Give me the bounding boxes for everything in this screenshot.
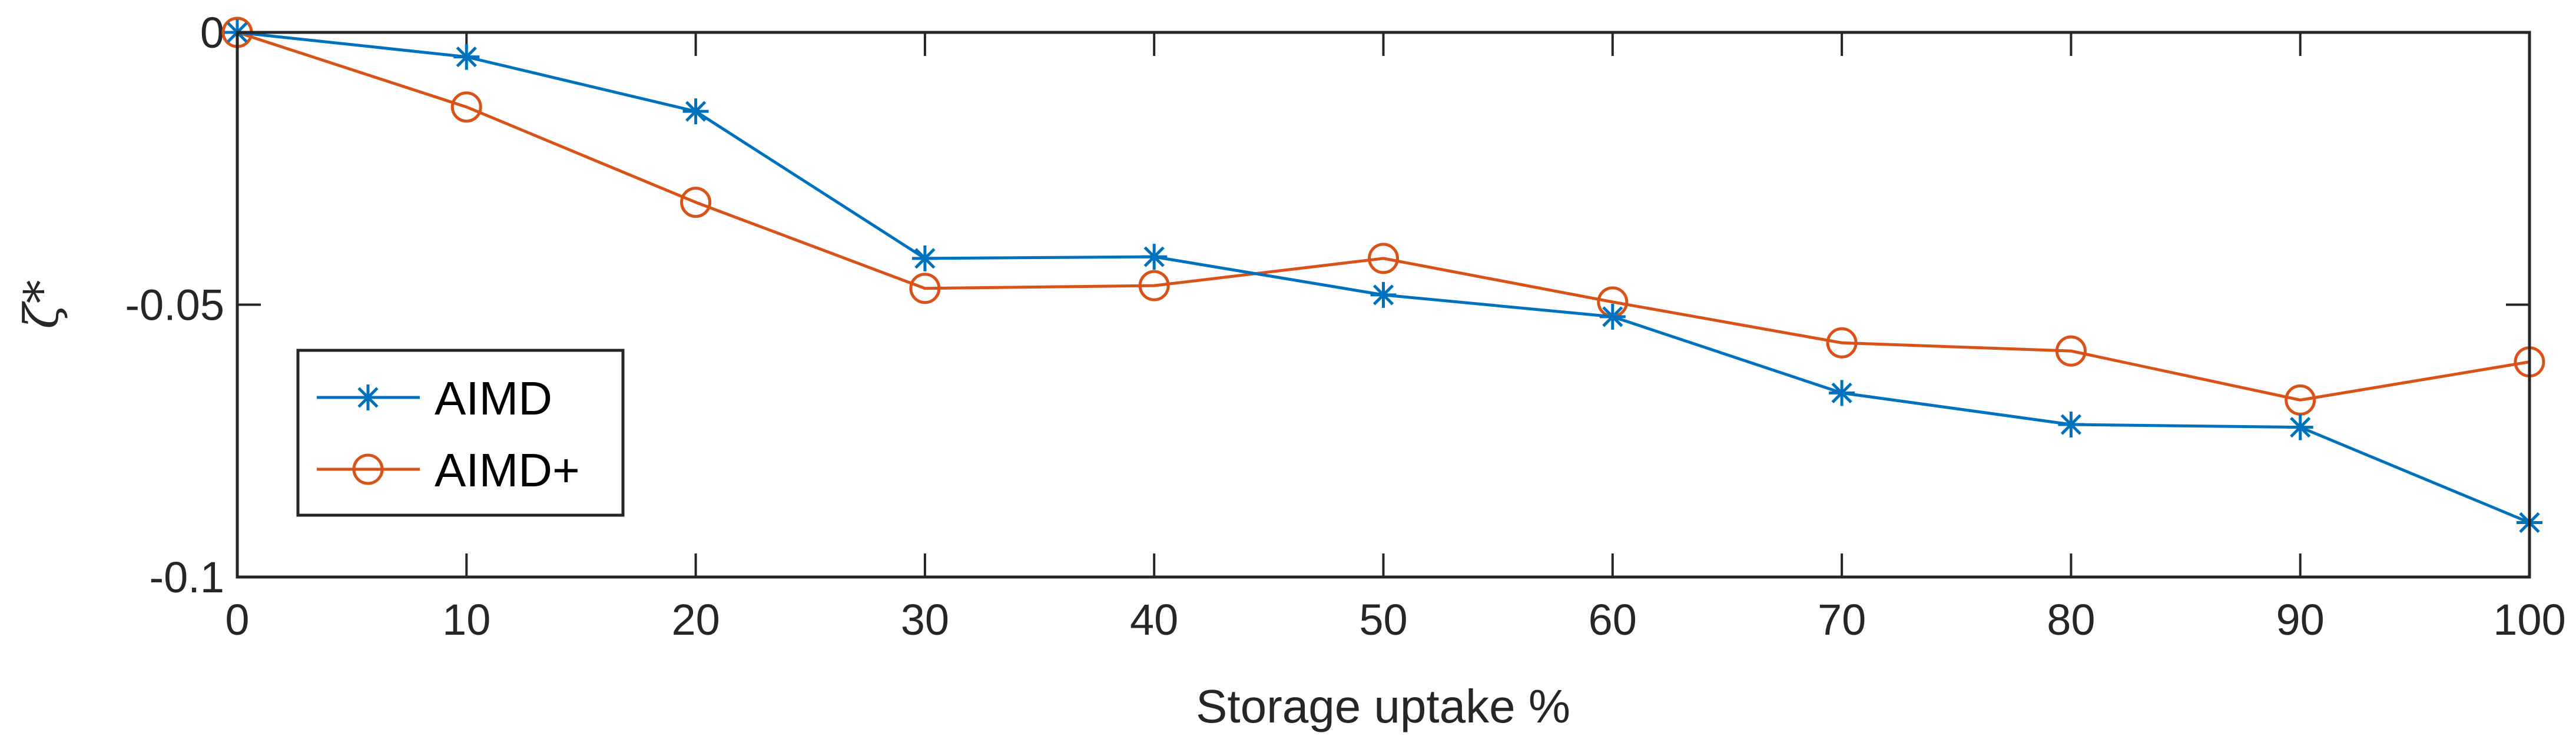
legend-entry-aimd-plus: AIMD+ bbox=[317, 444, 580, 496]
legend-marker bbox=[355, 384, 381, 410]
x-tick-label: 70 bbox=[1818, 595, 1866, 644]
data-point-aimd bbox=[682, 98, 709, 125]
legend-label: AIMD bbox=[435, 372, 552, 425]
series-line-aimd-plus bbox=[237, 31, 2530, 402]
x-tick-labels: 0 10 20 30 40 50 60 70 80 90 100 bbox=[225, 595, 2565, 644]
x-tick-label: 20 bbox=[671, 595, 720, 644]
data-point-aimd bbox=[2058, 412, 2084, 437]
data-point-aimd-plus bbox=[1138, 270, 1170, 301]
data-point-aimd bbox=[2287, 414, 2313, 440]
data-point-aimd-plus bbox=[1368, 243, 1399, 274]
series-layer bbox=[221, 16, 2545, 536]
series-aimd bbox=[224, 19, 2542, 536]
y-tick-labels: 0 -0.05 -0.1 bbox=[125, 8, 224, 602]
data-point-aimd-plus bbox=[909, 273, 941, 304]
x-tick-label: 10 bbox=[442, 595, 490, 644]
data-point-aimd bbox=[1599, 303, 1626, 330]
data-point-aimd bbox=[911, 245, 938, 271]
x-tick-label: 0 bbox=[225, 595, 249, 644]
data-point-aimd bbox=[1829, 380, 1855, 406]
legend-marker bbox=[352, 453, 384, 485]
data-point-aimd bbox=[1370, 281, 1397, 308]
legend-label: AIMD+ bbox=[435, 444, 580, 496]
x-tick-label: 30 bbox=[901, 595, 949, 644]
data-point-aimd bbox=[1141, 244, 1168, 270]
x-tick-label: 50 bbox=[1359, 595, 1407, 644]
data-point-aimd-plus bbox=[1826, 327, 1858, 359]
legend-box bbox=[296, 349, 625, 517]
data-point-aimd-plus bbox=[450, 91, 482, 123]
x-tick-label: 100 bbox=[2493, 595, 2565, 644]
legend-entry-aimd: AIMD bbox=[317, 372, 552, 425]
data-point-aimd-plus bbox=[680, 187, 712, 218]
legend: AIMD AIMD+ bbox=[296, 349, 625, 517]
data-point-aimd-plus bbox=[2055, 335, 2087, 367]
data-point-aimd bbox=[453, 44, 480, 70]
plot-frame bbox=[236, 31, 2531, 579]
y-tick-label: 0 bbox=[200, 8, 224, 57]
y-tick-label: -0.05 bbox=[125, 281, 224, 330]
x-tick-label: 90 bbox=[2276, 595, 2325, 644]
x-tick-label: 60 bbox=[1589, 595, 1637, 644]
data-point-aimd-plus bbox=[2285, 384, 2316, 416]
x-axis-label: Storage uptake % bbox=[1196, 680, 1570, 732]
y-axis-label: ζ* bbox=[14, 280, 69, 329]
x-tick-label: 80 bbox=[2047, 595, 2095, 644]
x-tick-label: 40 bbox=[1130, 595, 1178, 644]
y-tick-label: -0.1 bbox=[149, 553, 224, 602]
